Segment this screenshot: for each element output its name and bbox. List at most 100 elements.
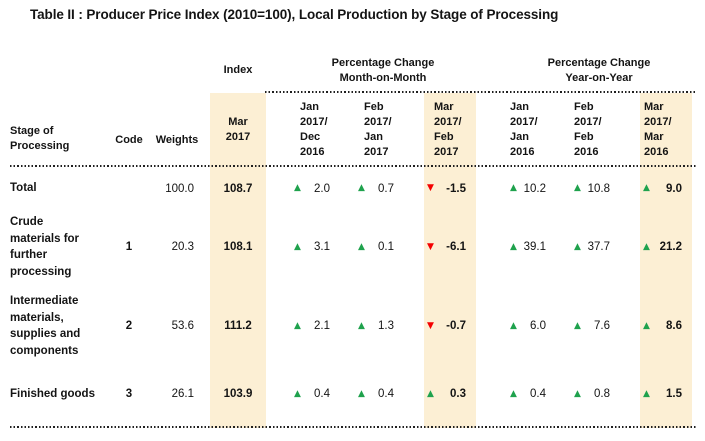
yoy-mar-cell: ▲ 1.5 [640, 368, 692, 420]
triangle-up-icon: ▲ [358, 241, 365, 252]
triangle-up-icon: ▲ [294, 320, 301, 331]
column-header-stage: Stage of Processing [10, 93, 110, 167]
change-value: 10.2 [523, 182, 546, 195]
triangle-up-icon: ▲ [510, 183, 517, 193]
mom-mar-cell: ▼ -0.7 [424, 284, 476, 368]
column-group-mom: Percentage Change Month-on-Month [290, 48, 476, 93]
column-header-code: Code [110, 93, 148, 167]
weights-header-label: Weights [155, 134, 199, 146]
yoy-jan-cell: ▲ 6.0 [506, 284, 554, 368]
stage-line: components [10, 344, 79, 357]
triangle-up-icon: ▲ [574, 241, 581, 252]
triangle-up-icon: ▲ [294, 183, 301, 193]
yoy-mar-cell: ▲ 8.6 [640, 284, 692, 368]
yoy-feb-period-label: Feb 2017/ Feb 2016 [574, 101, 602, 158]
change-value: 7.6 [594, 320, 610, 332]
mom-jan-cell: ▲ 0.4 [290, 368, 338, 420]
change-value: 8.6 [666, 320, 682, 332]
page-title: Table II : Producer Price Index (2010=10… [30, 7, 559, 22]
stage-line: Crude [10, 216, 44, 228]
change-value: 0.4 [378, 388, 394, 400]
stage-line: further [10, 249, 48, 261]
change-value: 1.3 [378, 320, 394, 332]
stage-line: materials for [10, 232, 80, 245]
index-cell: 111.2 [224, 320, 252, 332]
column-header-yoy-feb: Feb 2017/ Feb 2016 [570, 93, 618, 167]
highlight-strip-index [210, 93, 266, 428]
column-header-mom-jan: Jan 2017/ Dec 2016 [290, 93, 338, 167]
yoy-jan-cell: ▲ 0.4 [506, 368, 554, 420]
mom-feb-period-label: Feb 2017/ Jan 2017 [364, 101, 392, 158]
yoy-mar-cell: ▲ 9.0 [640, 167, 692, 210]
change-value: 2.1 [314, 320, 330, 332]
table-bottom-rule [10, 426, 697, 428]
triangle-up-icon: ▲ [574, 320, 581, 331]
mom-group-label: Percentage Change Month-on-Month [331, 56, 435, 84]
triangle-up-icon: ▲ [643, 388, 650, 399]
row-label-finished-goods: Finished goods [10, 368, 110, 420]
column-header-yoy-mar: Mar 2017/ Mar 2016 [640, 93, 692, 167]
mom-jan-cell: ▲ 2.1 [290, 284, 338, 368]
stage-line: processing [10, 265, 72, 278]
row-label-crude-materials: Crude materials for further processing [10, 210, 110, 284]
highlight-strip-mom-mar [424, 93, 476, 428]
change-value: 0.4 [530, 388, 546, 400]
triangle-up-icon: ▲ [510, 320, 517, 331]
change-value: 21.2 [659, 241, 682, 253]
change-value: 10.8 [587, 182, 610, 195]
triangle-up-icon: ▲ [358, 388, 365, 399]
mom-jan-cell: ▲ 3.1 [290, 210, 338, 284]
mom-feb-cell: ▲ 0.4 [354, 368, 402, 420]
triangle-up-icon: ▲ [643, 241, 650, 252]
index-group-label: Index [223, 64, 253, 76]
yoy-feb-cell: ▲ 0.8 [570, 368, 618, 420]
column-header-yoy-jan: Jan 2017/ Jan 2016 [506, 93, 554, 167]
yoy-jan-period-label: Jan 2017/ Jan 2016 [510, 101, 538, 158]
code-cell [110, 167, 148, 210]
column-group-yoy: Percentage Change Year-on-Year [506, 48, 692, 93]
triangle-up-icon: ▲ [427, 388, 434, 399]
triangle-up-icon: ▲ [358, 183, 365, 193]
change-value: -1.5 [446, 182, 466, 195]
triangle-up-icon: ▲ [294, 388, 301, 399]
header-divider-top [265, 91, 697, 93]
mom-feb-cell: ▲ 0.7 [354, 167, 402, 210]
change-value: 9.0 [666, 182, 682, 195]
column-header-index-mar-2017: Mar 2017 [210, 93, 266, 167]
yoy-feb-cell: ▲ 10.8 [570, 167, 618, 210]
change-value: -0.7 [446, 320, 466, 332]
change-value: 0.1 [378, 241, 394, 253]
yoy-group-label: Percentage Change Year-on-Year [547, 56, 651, 84]
mom-jan-cell: ▲ 2.0 [290, 167, 338, 210]
stage-header-label: Stage of Processing [10, 125, 70, 152]
triangle-up-icon: ▲ [574, 183, 581, 193]
row-label-total: Total [10, 167, 110, 210]
change-value: 37.7 [587, 241, 610, 253]
column-header-weights: Weights [148, 93, 206, 167]
triangle-up-icon: ▲ [643, 183, 650, 193]
triangle-down-icon: ▼ [427, 320, 434, 331]
change-value: 0.3 [450, 388, 466, 400]
change-value: 0.7 [378, 182, 394, 195]
change-value: 0.8 [594, 388, 610, 400]
weights-cell: 20.3 [171, 241, 194, 253]
code-cell: 1 [125, 241, 133, 253]
yoy-feb-cell: ▲ 37.7 [570, 210, 618, 284]
triangle-up-icon: ▲ [358, 320, 365, 331]
triangle-up-icon: ▲ [294, 241, 301, 252]
ppi-table: Index Percentage Change Month-on-Month P… [0, 48, 705, 420]
mom-feb-cell: ▲ 1.3 [354, 284, 402, 368]
index-period-label: Mar 2017 [225, 116, 251, 143]
stage-line: materials, [10, 311, 64, 324]
change-value: 1.5 [666, 388, 682, 400]
triangle-up-icon: ▲ [510, 241, 517, 252]
index-cell: 108.7 [223, 182, 253, 195]
highlight-strip-yoy-mar [640, 93, 692, 428]
change-value: -6.1 [446, 241, 466, 253]
code-cell: 3 [125, 388, 133, 400]
yoy-mar-period-label: Mar 2017/ Mar 2016 [644, 101, 672, 158]
triangle-up-icon: ▲ [643, 320, 650, 331]
change-value: 3.1 [314, 241, 330, 253]
code-header-label: Code [115, 134, 143, 146]
